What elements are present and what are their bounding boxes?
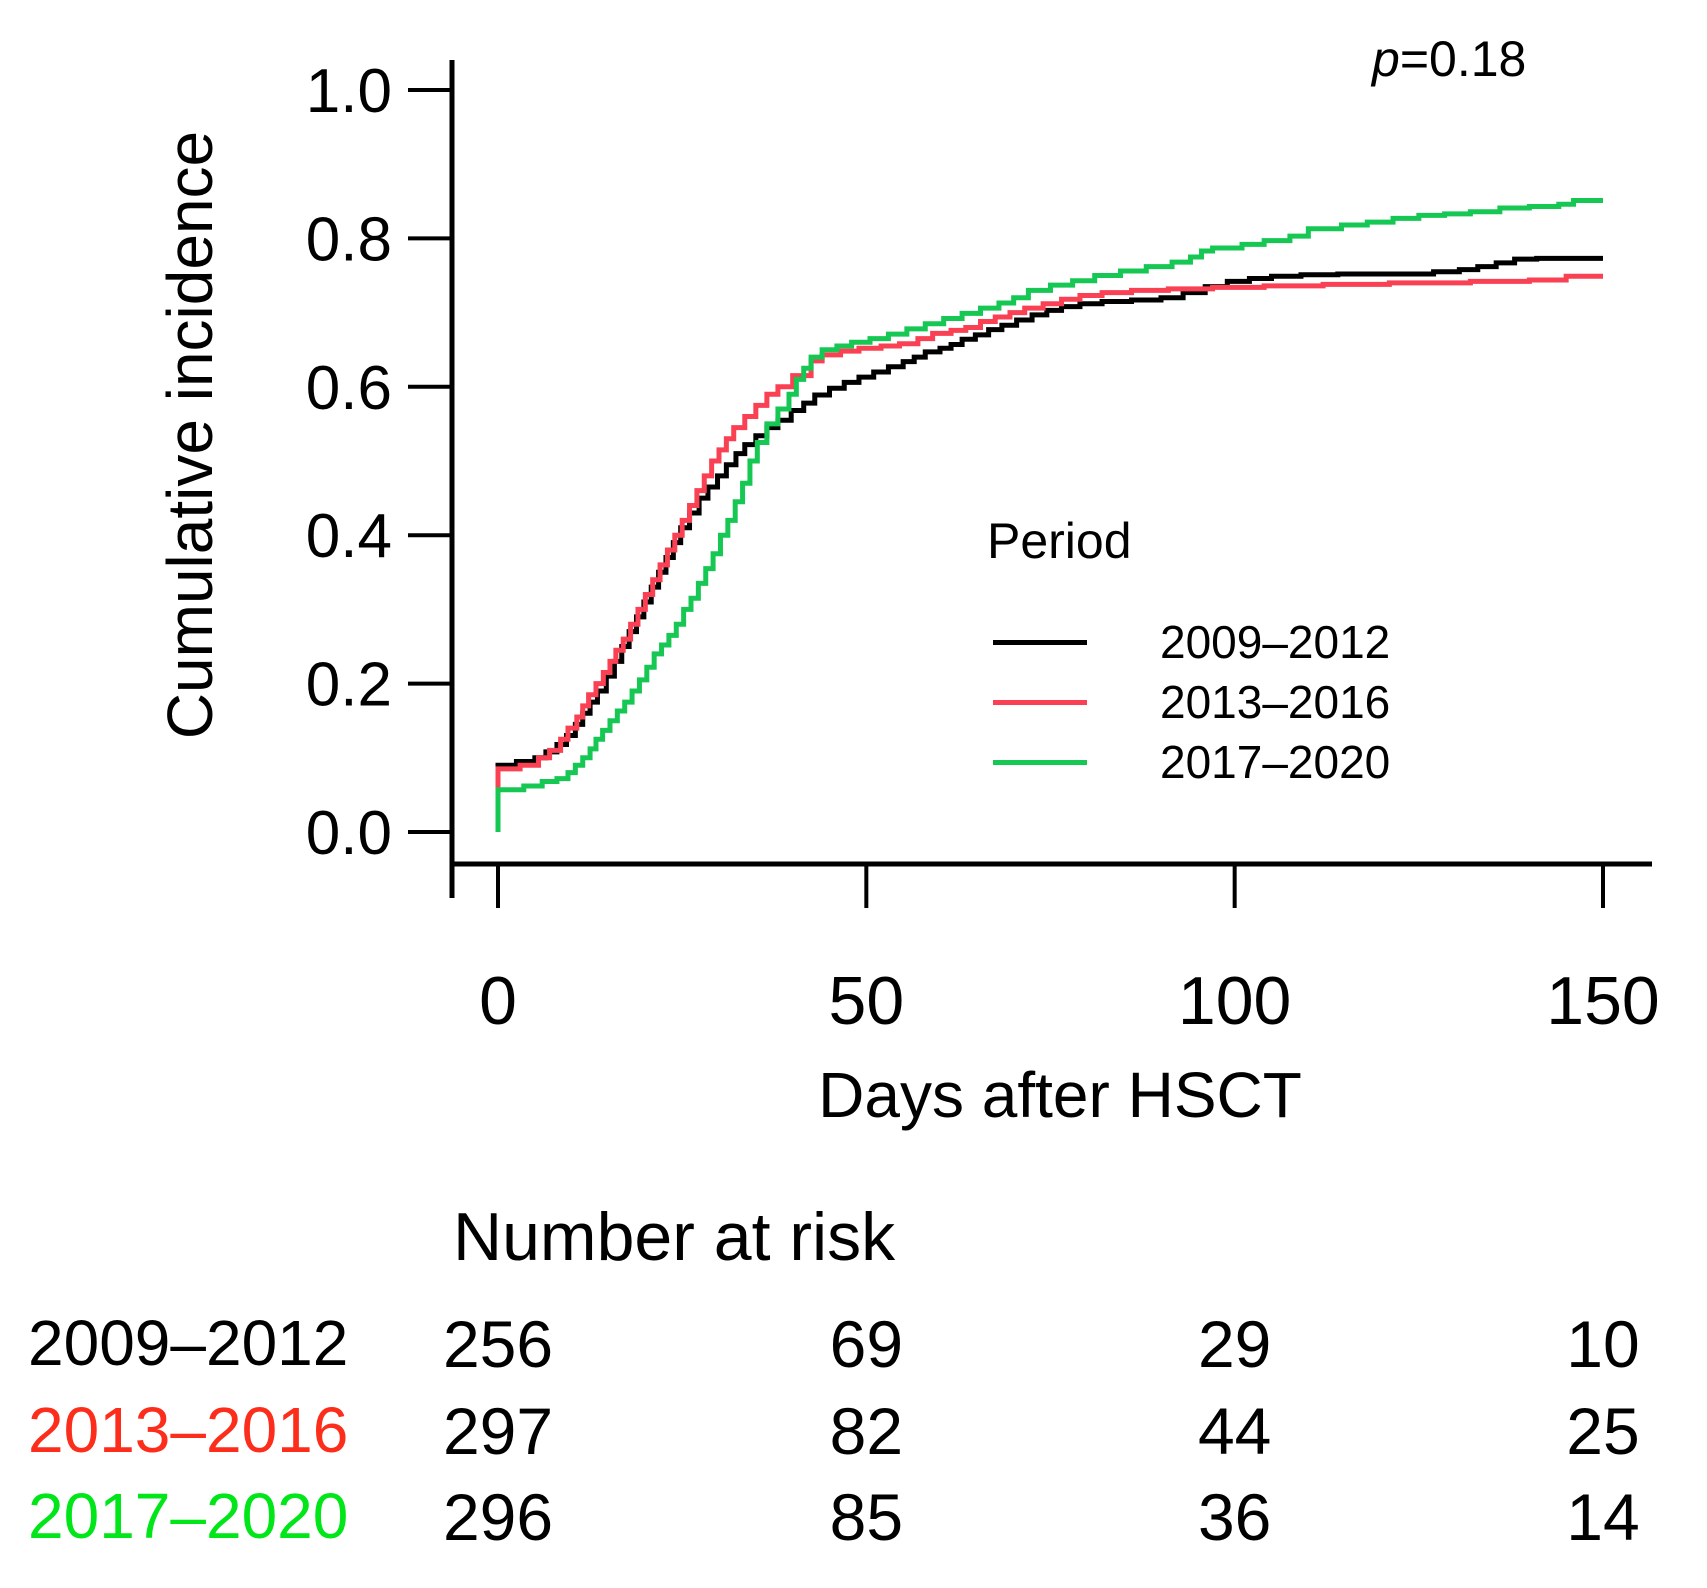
risk-cell: 69: [829, 1307, 904, 1381]
legend-line-swatch-black: [993, 639, 1087, 645]
risk-cell: 44: [1197, 1393, 1272, 1468]
x-tick-label: 50: [829, 963, 905, 1039]
number-at-risk-heading: Number at risk: [453, 1199, 896, 1275]
risk-cell: 297: [442, 1393, 554, 1468]
risk-cell: 14: [1566, 1480, 1640, 1554]
legend-title: Period: [987, 513, 1132, 569]
series-line-2: [495, 198, 1603, 832]
legend-item-2009-2012: 2009–2012: [987, 612, 1390, 672]
legend-items: 2009–2012 2013–2016 2017–2020: [987, 612, 1390, 792]
x-tick-label: 150: [1546, 963, 1659, 1039]
risk-cell: 25: [1566, 1393, 1640, 1468]
x-tick-label: 100: [1178, 963, 1291, 1039]
risk-row-label: 2013–2016: [28, 1393, 349, 1466]
x-tick-label: 0: [479, 963, 517, 1039]
risk-cell: 29: [1197, 1307, 1272, 1381]
legend-line-swatch-red: [993, 699, 1087, 705]
risk-cell: 10: [1566, 1307, 1640, 1381]
legend-item-label: 2013–2016: [1160, 676, 1391, 728]
p-value-number: =0.18: [1399, 31, 1527, 87]
risk-row-label: 2017–2020: [28, 1480, 349, 1552]
risk-cell: 85: [829, 1480, 904, 1554]
chart-svg: 0.0 0.2 0.4 0.6 0.8 1.0 0 50 100 150: [306, 57, 1660, 1039]
legend: Period 2009–2012 2013–2016 2017–2020: [987, 512, 1390, 792]
risk-cell: 82: [829, 1393, 904, 1468]
risk-cell: 296: [442, 1480, 554, 1554]
legend-item-label: 2009–2012: [1160, 616, 1391, 668]
risk-row-label: 2009–2012: [28, 1307, 349, 1379]
p-value-symbol: p: [1372, 31, 1400, 87]
y-tick-label: 0.2: [306, 651, 392, 720]
legend-item-2013-2016: 2013–2016: [987, 672, 1390, 732]
y-tick-label: 0.8: [306, 205, 392, 274]
legend-item-2017-2020: 2017–2020: [987, 732, 1390, 792]
y-tick-label: 0.0: [306, 799, 392, 868]
series-line-1: [495, 273, 1603, 832]
legend-line-swatch-green: [993, 759, 1087, 765]
y-tick-label: 0.4: [306, 502, 392, 571]
y-tick-label: 0.6: [306, 354, 392, 423]
risk-cell: 36: [1197, 1480, 1272, 1554]
p-value-annotation: p=0.18: [1372, 30, 1526, 88]
risk-cell: 256: [442, 1307, 554, 1381]
x-axis-title: Days after HSCT: [818, 1059, 1302, 1131]
legend-item-label: 2017–2020: [1160, 736, 1391, 788]
y-tick-label: 1.0: [306, 57, 392, 126]
y-axis-title: Cumulative incidence: [154, 130, 226, 740]
